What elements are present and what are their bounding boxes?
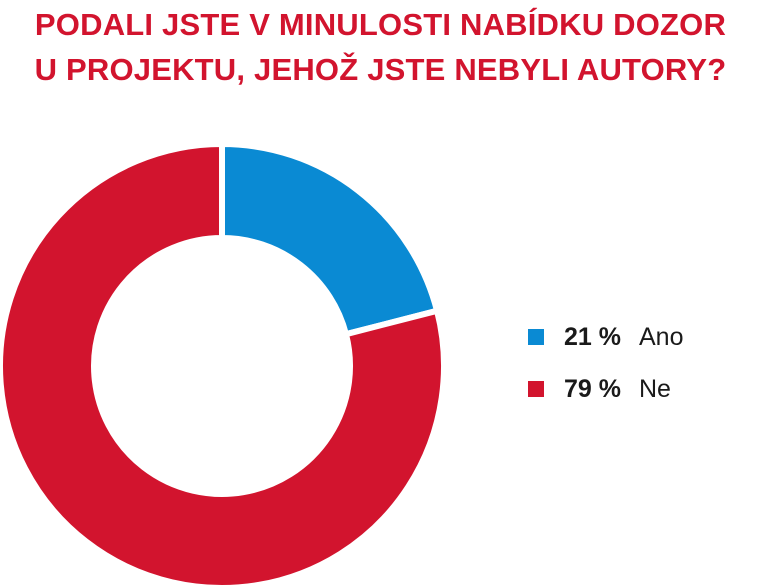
chart-legend: 21 % Ano 79 % Ne: [528, 318, 683, 422]
legend-swatch-ano: [528, 329, 544, 345]
donut-slice-ano: [219, 140, 441, 338]
legend-item-ne: 79 % Ne: [528, 370, 683, 408]
legend-swatch-ne: [528, 381, 544, 397]
legend-item-ano: 21 % Ano: [528, 318, 683, 356]
donut-slice-ne: [0, 140, 447, 588]
chart-title: PODALI JSTE V MINULOSTI NABÍDKU DOZOR U …: [0, 2, 761, 92]
donut-slices: [0, 140, 447, 588]
legend-label-ano: Ano: [638, 322, 684, 351]
legend-value-ano: 21 %: [564, 322, 621, 351]
legend-value-ne: 79 %: [564, 374, 621, 403]
legend-label-ne: Ne: [638, 374, 671, 403]
chart-title-line-2: U PROJEKTU, JEHOŽ JSTE NEBYLI AUTORY?: [34, 52, 727, 87]
chart-title-line-1: PODALI JSTE V MINULOSTI NABÍDKU DOZOR: [34, 7, 727, 42]
